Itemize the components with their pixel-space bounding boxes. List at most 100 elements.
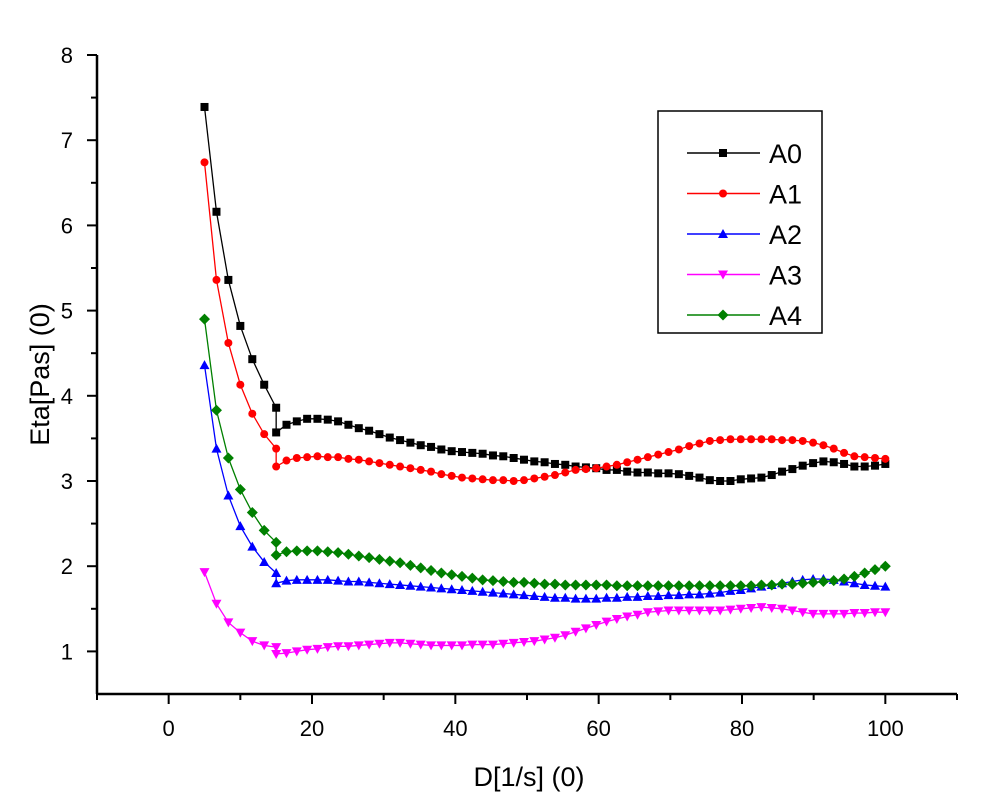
data-point	[819, 457, 828, 466]
series-a1	[200, 158, 890, 485]
data-point	[549, 592, 560, 602]
data-point	[334, 417, 343, 426]
data-point	[817, 576, 829, 588]
data-point	[633, 468, 642, 477]
data-point	[415, 562, 427, 574]
data-point	[664, 469, 673, 478]
legend-item-a0: A0	[687, 139, 802, 169]
data-point	[797, 608, 808, 618]
data-point	[602, 462, 611, 471]
data-point	[622, 591, 633, 601]
data-point	[478, 475, 487, 484]
data-point	[365, 426, 374, 435]
data-point	[282, 456, 291, 465]
data-point	[746, 603, 757, 613]
data-point	[581, 465, 590, 474]
data-point	[272, 444, 281, 453]
data-point	[828, 575, 840, 587]
data-point	[828, 609, 839, 619]
data-point	[778, 436, 787, 445]
data-point	[343, 642, 354, 652]
data-point	[808, 609, 819, 619]
data-point	[829, 444, 838, 453]
series-line-a4	[203, 319, 886, 587]
data-point	[344, 454, 353, 463]
data-point	[539, 578, 551, 590]
data-point	[519, 476, 528, 485]
data-point	[247, 637, 258, 647]
data-point	[246, 507, 258, 519]
data-point	[695, 439, 704, 448]
data-point	[427, 442, 436, 451]
data-point	[236, 321, 245, 330]
data-point	[446, 584, 457, 594]
data-point	[235, 521, 246, 531]
legend-label: A3	[769, 261, 802, 291]
data-point	[540, 458, 549, 467]
data-point	[653, 607, 664, 617]
data-point	[426, 641, 437, 651]
data-point	[199, 360, 210, 370]
data-point	[342, 548, 354, 560]
data-point	[591, 593, 602, 603]
data-point	[260, 380, 269, 389]
series-a2	[199, 360, 891, 603]
data-point	[550, 459, 559, 468]
data-point	[404, 559, 416, 571]
legend-box	[657, 110, 823, 334]
data-point	[726, 477, 735, 485]
data-point	[580, 624, 591, 634]
data-point	[222, 452, 234, 464]
legend-item-a4: A4	[687, 301, 802, 331]
data-point	[333, 575, 344, 585]
data-point	[838, 573, 850, 585]
data-point	[859, 609, 870, 619]
data-point	[592, 464, 601, 473]
data-point	[446, 641, 457, 651]
data-point	[632, 580, 644, 592]
data-point	[509, 453, 518, 462]
data-point	[787, 606, 798, 616]
data-point	[364, 640, 375, 650]
data-point	[468, 448, 477, 457]
data-point	[850, 452, 859, 461]
data-point	[611, 615, 622, 625]
data-point	[416, 441, 425, 450]
data-point	[725, 605, 736, 615]
data-point	[849, 609, 860, 619]
data-point	[212, 207, 221, 216]
data-point	[271, 643, 282, 653]
data-point	[212, 275, 221, 284]
data-point	[642, 608, 653, 618]
data-point	[272, 462, 281, 471]
data-point	[757, 435, 766, 444]
data-point	[549, 633, 560, 643]
data-point	[437, 445, 446, 454]
data-point	[467, 585, 478, 595]
data-point	[385, 460, 394, 469]
data-point	[859, 567, 871, 579]
data-point	[735, 604, 746, 614]
data-point	[447, 447, 456, 456]
data-point	[291, 647, 302, 657]
data-point	[694, 580, 706, 592]
data-point	[373, 553, 385, 565]
data-point	[322, 574, 333, 584]
data-point	[291, 545, 303, 557]
data-point	[385, 433, 394, 442]
data-point	[570, 593, 581, 603]
data-point	[798, 461, 807, 470]
data-point	[456, 641, 467, 651]
data-point	[611, 592, 622, 602]
data-point	[396, 436, 405, 445]
data-point	[313, 452, 322, 461]
data-point	[716, 436, 725, 445]
x-axis-title: D[1/s] (0)	[473, 762, 584, 792]
data-point	[591, 620, 602, 630]
data-point	[488, 451, 497, 460]
data-point	[673, 606, 684, 616]
data-point	[580, 579, 592, 591]
data-point	[354, 424, 363, 433]
data-point	[312, 574, 323, 584]
data-point	[623, 467, 632, 476]
